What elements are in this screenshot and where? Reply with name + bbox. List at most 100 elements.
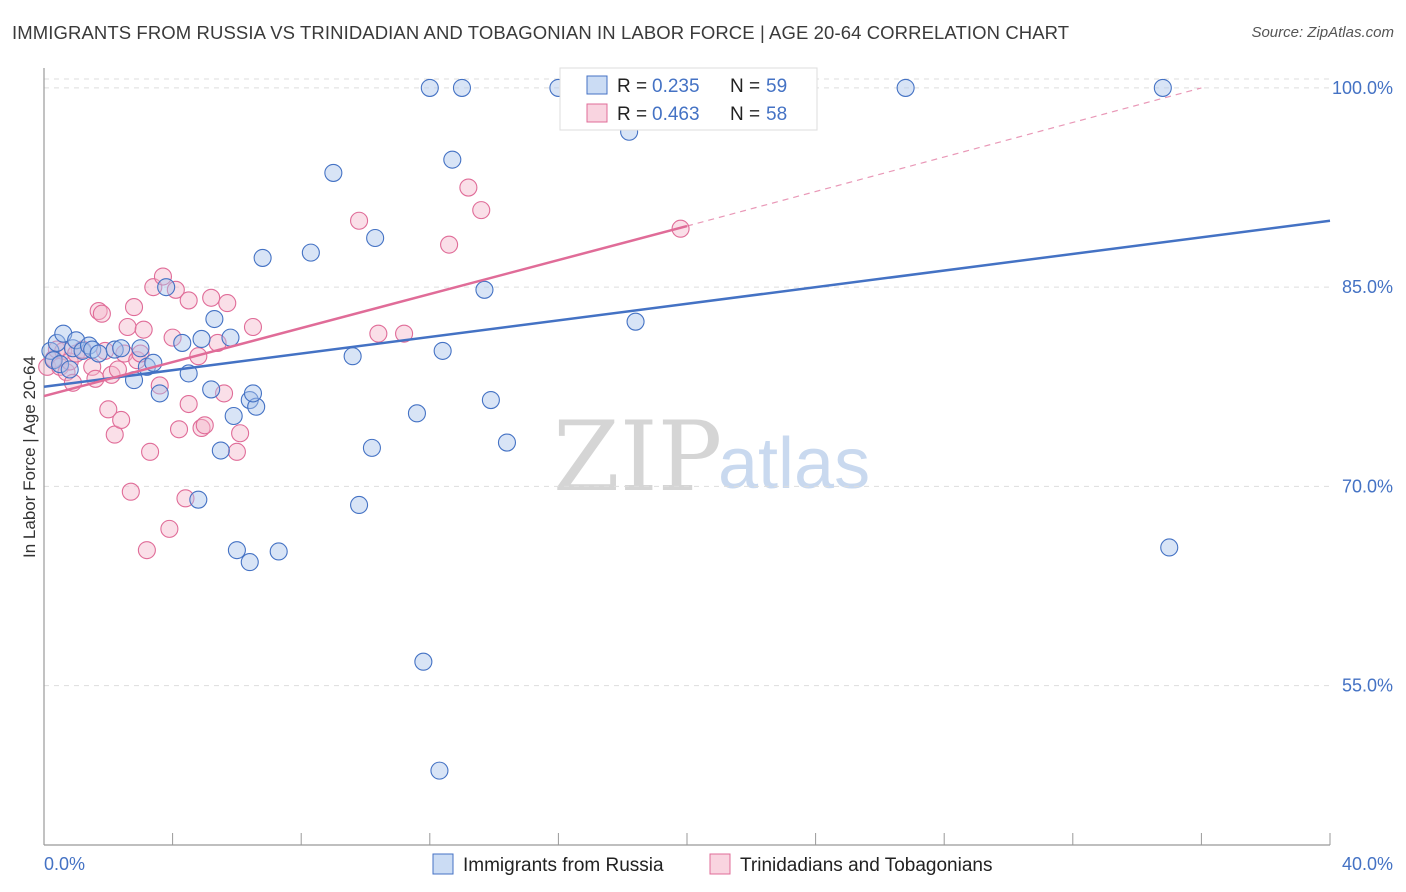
trinidadian-point-45 bbox=[218, 294, 237, 313]
trinidadian-point-15 bbox=[99, 400, 118, 419]
bottom-legend-swatch-trinidadians bbox=[709, 853, 731, 875]
russia-point-28 bbox=[224, 406, 243, 426]
russia-point-48 bbox=[452, 78, 472, 97]
trinidadian-point-26 bbox=[134, 320, 153, 339]
russia-point-37 bbox=[324, 163, 343, 182]
series-russia-points bbox=[41, 78, 1179, 780]
russia-point-22 bbox=[189, 490, 208, 509]
trinidadian-point-48 bbox=[243, 317, 263, 337]
y-tick-label-3: 55.0% bbox=[1342, 676, 1393, 696]
trend-lines bbox=[43, 87, 1331, 398]
bottom-legend-trinidadians: Trinidadians and Tobagonians bbox=[740, 855, 992, 876]
trinidadian-point-42 bbox=[202, 288, 221, 307]
russia-point-50 bbox=[481, 391, 500, 410]
russia-point-33 bbox=[243, 384, 263, 403]
russia-point-5 bbox=[60, 360, 79, 379]
russia-point-24 bbox=[202, 380, 221, 399]
trinidadian-point-13 bbox=[92, 304, 111, 323]
russia-point-15 bbox=[131, 339, 150, 358]
source-credit: Source: ZipAtlas.com bbox=[1251, 24, 1394, 41]
legend-r-label-2: R = bbox=[617, 104, 647, 125]
gridlines bbox=[44, 78, 1330, 687]
series-legend: Immigrants from Russia Trinidadians and … bbox=[432, 853, 992, 876]
trinidadian-point-49 bbox=[350, 211, 369, 230]
trinidadian-point-40 bbox=[192, 418, 211, 437]
trinidadian-point-53 bbox=[459, 178, 478, 197]
russia-point-18 bbox=[150, 384, 169, 403]
legend-r-value-2: 0.463 bbox=[652, 104, 700, 125]
russia-point-42 bbox=[407, 404, 426, 423]
trinidadian-point-52 bbox=[440, 235, 459, 254]
russia-point-38 bbox=[343, 347, 362, 366]
trinidadian-point-36 bbox=[176, 489, 195, 508]
trinidadian-point-47 bbox=[231, 424, 250, 443]
trinidadian-trend-line bbox=[43, 224, 688, 398]
russia-point-55 bbox=[896, 78, 915, 97]
trinidadian-point-22 bbox=[121, 482, 140, 501]
series-trinidadians-points bbox=[38, 178, 690, 560]
russia-point-40 bbox=[362, 438, 381, 457]
trinidadian-point-27 bbox=[137, 541, 156, 560]
watermark-atlas: atlas bbox=[718, 424, 870, 504]
russia-point-31 bbox=[247, 397, 266, 416]
y-tick-labels: 100.0% 85.0% 70.0% 55.0% bbox=[1332, 78, 1393, 696]
trinidadian-point-38 bbox=[179, 394, 198, 414]
russia-point-13 bbox=[112, 339, 131, 358]
russia-point-47 bbox=[443, 150, 462, 169]
russia-trend-line bbox=[43, 219, 1331, 389]
bottom-legend-russia: Immigrants from Russia bbox=[463, 855, 664, 876]
trinidadian-point-2 bbox=[47, 340, 66, 359]
trinidadian-point-28 bbox=[141, 442, 160, 461]
y-tick-label-0: 100.0% bbox=[1332, 78, 1393, 98]
russia-point-20 bbox=[173, 333, 192, 352]
trinidadian-point-50 bbox=[369, 324, 388, 343]
legend-swatch-pink bbox=[586, 103, 608, 123]
russia-point-34 bbox=[253, 248, 272, 267]
trinidadian-point-12 bbox=[89, 302, 108, 321]
russia-point-29 bbox=[227, 541, 246, 560]
chart-title: IMMIGRANTS FROM RUSSIA VS TRINIDADIAN AN… bbox=[12, 22, 1070, 43]
russia-point-49 bbox=[475, 280, 494, 299]
russia-point-11 bbox=[89, 344, 108, 363]
russia-point-41 bbox=[366, 228, 385, 248]
legend-n-value-2: 58 bbox=[766, 104, 787, 125]
russia-point-32 bbox=[240, 553, 259, 572]
trinidadian-point-21 bbox=[118, 317, 137, 337]
x-tick-label-max: 40.0% bbox=[1342, 854, 1393, 874]
russia-point-57 bbox=[1160, 538, 1179, 557]
russia-point-44 bbox=[420, 78, 439, 97]
trinidadian-point-19 bbox=[112, 410, 131, 430]
legend-r-value-1: 0.235 bbox=[652, 76, 700, 97]
russia-point-39 bbox=[350, 495, 369, 515]
legend-swatch-blue bbox=[586, 75, 608, 95]
legend-r-label-1: R = bbox=[617, 76, 647, 97]
russia-point-36 bbox=[301, 243, 320, 262]
trinidadian-point-31 bbox=[153, 267, 173, 286]
russia-point-45 bbox=[430, 761, 449, 780]
y-axis-label: In Labor Force | Age 20-64 bbox=[20, 356, 39, 558]
russia-point-3 bbox=[51, 355, 70, 374]
trinidadian-point-37 bbox=[179, 291, 198, 310]
russia-point-27 bbox=[221, 328, 240, 347]
trinidadian-point-23 bbox=[124, 298, 144, 317]
legend-n-label-1: N = bbox=[730, 76, 760, 97]
russia-point-54 bbox=[626, 312, 645, 331]
legend-n-value-1: 59 bbox=[766, 76, 787, 97]
russia-point-23 bbox=[192, 329, 211, 349]
trinidadian-point-35 bbox=[169, 420, 189, 439]
y-tick-label-1: 85.0% bbox=[1342, 277, 1393, 297]
russia-point-43 bbox=[414, 652, 433, 671]
y-tick-label-2: 70.0% bbox=[1342, 476, 1393, 496]
watermark-zip: ZIP bbox=[553, 401, 722, 513]
russia-point-46 bbox=[433, 341, 452, 360]
trinidadian-point-51 bbox=[395, 324, 414, 343]
russia-point-56 bbox=[1153, 78, 1172, 97]
russia-point-19 bbox=[157, 278, 176, 297]
russia-point-35 bbox=[269, 542, 288, 561]
stats-legend: R = 0.235 N = 59 R = 0.463 N = 58 bbox=[559, 67, 818, 131]
russia-point-51 bbox=[497, 433, 517, 452]
trinidadian-point-32 bbox=[160, 519, 179, 538]
russia-point-25 bbox=[205, 309, 224, 329]
trinidadian-point-33 bbox=[163, 328, 182, 347]
